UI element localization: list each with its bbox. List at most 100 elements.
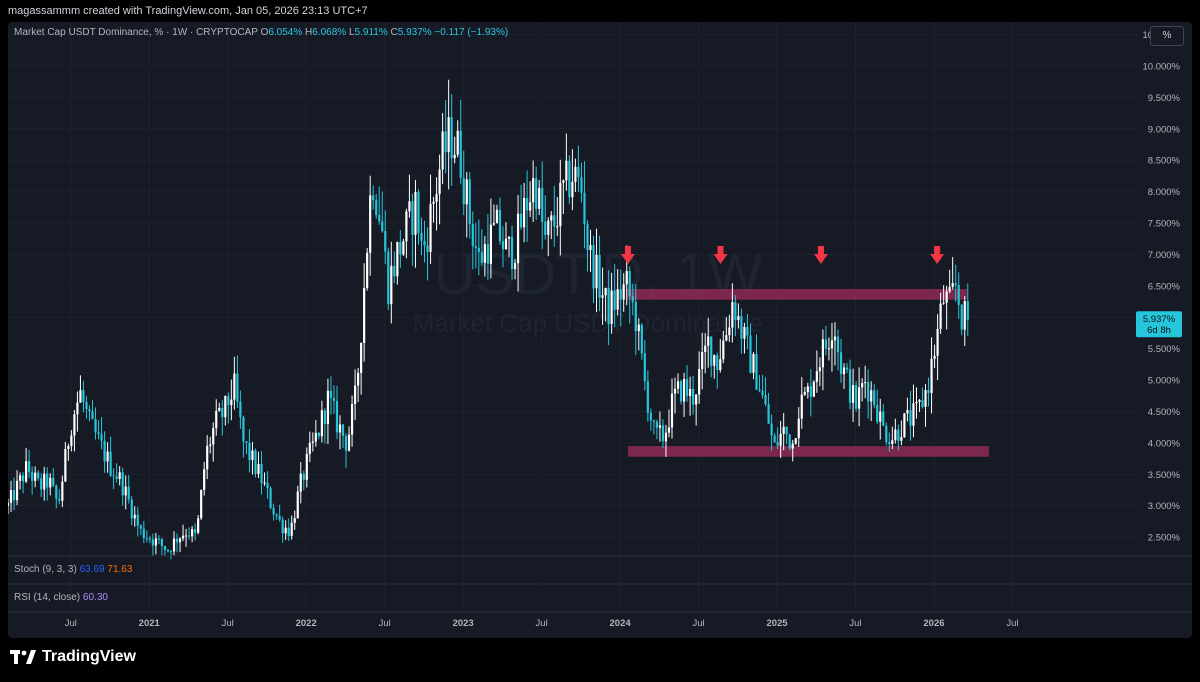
time-tick-label: Jul <box>1006 618 1018 629</box>
candle-body <box>695 394 698 405</box>
down-arrow-marker <box>813 246 828 264</box>
candle-body <box>221 407 224 418</box>
candle-body <box>625 271 628 285</box>
candle-body <box>260 464 263 483</box>
chart-legend: Market Cap USDT Dominance, % · 1W · CRYP… <box>14 27 508 38</box>
candle-body <box>749 335 752 373</box>
candle-body <box>809 386 812 397</box>
candle-body <box>827 348 831 350</box>
price-chart[interactable]: USDT.D, 1W Market Cap USDT Dominance 10.… <box>8 22 1192 638</box>
candle-body <box>713 355 716 366</box>
candle-body <box>317 432 320 437</box>
candle-body <box>34 472 37 481</box>
candle-body <box>148 538 151 540</box>
legend-high-label: H <box>305 27 313 38</box>
candle-body <box>109 451 112 476</box>
candle-body <box>181 535 185 539</box>
candle-body <box>233 373 236 400</box>
candle-body <box>501 241 505 250</box>
candle-body <box>725 335 728 341</box>
candle-body <box>918 400 921 402</box>
tradingview-logo[interactable]: TradingView <box>10 648 136 666</box>
candle-body <box>779 433 782 446</box>
candle-body <box>538 187 541 209</box>
candle-body <box>390 265 393 305</box>
candle-body <box>402 241 405 255</box>
percent-scale-button[interactable]: % <box>1150 26 1184 46</box>
candle-body <box>782 426 785 434</box>
candle-body <box>209 444 212 446</box>
time-tick-label: Jul <box>65 618 77 629</box>
candle-body <box>254 450 257 474</box>
candle-body <box>408 201 411 212</box>
candle-body <box>251 450 254 461</box>
candle-body <box>676 381 680 389</box>
candle-body <box>335 400 339 433</box>
candle-body <box>61 481 64 501</box>
chart-pane[interactable]: USDT.D, 1W Market Cap USDT Dominance 10.… <box>8 22 1192 638</box>
candle-body <box>160 539 164 546</box>
down-arrow-marker <box>620 246 635 264</box>
candle-body <box>248 442 251 461</box>
stoch-d-value: 71.63 <box>107 564 133 575</box>
candle-body <box>393 265 396 277</box>
last-price-badge: 5.937% 6d 8h <box>1136 311 1182 338</box>
candle-body <box>305 454 308 480</box>
candle-body <box>82 390 85 402</box>
candle-body <box>966 301 969 320</box>
attribution-bar: magassammm created with TradingView.com,… <box>0 0 1200 22</box>
candle-body <box>157 538 161 540</box>
time-axis[interactable]: Jul 2021 Jul 2022 Jul 2023 Jul 2024 Jul 2025 Jul 20… <box>65 618 1019 629</box>
candle-body <box>299 473 302 492</box>
candle-body <box>269 488 272 509</box>
candle-body <box>574 166 577 182</box>
candle-body <box>175 538 179 543</box>
candle-body <box>191 529 194 537</box>
candle-body <box>698 369 701 395</box>
candle-body <box>423 241 426 246</box>
candle-body <box>845 367 849 370</box>
candle-body <box>378 215 381 222</box>
candle-body <box>100 434 103 441</box>
candle-body <box>830 340 834 349</box>
candle-body <box>951 283 954 287</box>
candle-body <box>76 402 79 415</box>
candle-body <box>839 352 843 375</box>
candle-body <box>459 130 462 178</box>
candle-body <box>927 390 930 393</box>
candle-body <box>366 252 369 288</box>
candle-body <box>541 187 544 222</box>
candle-body <box>381 221 384 232</box>
candle-body <box>296 491 299 519</box>
candle-body <box>903 413 906 438</box>
time-tick-label: 2024 <box>610 618 632 629</box>
candle-body <box>963 301 966 330</box>
candle-body <box>462 177 465 205</box>
logo-text: TradingView <box>42 648 136 665</box>
candle-body <box>350 404 354 435</box>
candle-body <box>194 529 197 533</box>
candle-body <box>891 440 894 445</box>
candle-body <box>755 353 758 390</box>
candle-body <box>643 353 646 382</box>
candle-body <box>293 518 296 523</box>
legend-close-label: C <box>390 27 398 38</box>
candle-body <box>52 477 55 486</box>
candle-body <box>79 390 82 403</box>
candle-body <box>864 382 867 384</box>
watermark-name: Market Cap USDT Dominance <box>413 308 764 338</box>
candle-body <box>622 284 625 300</box>
candle-body <box>701 352 704 370</box>
candle-body <box>640 324 643 354</box>
candle-body <box>894 429 897 441</box>
legend-open-label: O <box>260 27 269 38</box>
candle-body <box>64 448 67 482</box>
candle-body <box>565 160 568 181</box>
price-tick-label: 6.500% <box>1148 281 1181 292</box>
price-axis[interactable]: 10.500%10.000%9.500%9.000%8.500%8.000%7.… <box>1142 30 1180 544</box>
candle-body <box>589 245 592 251</box>
candle-body <box>909 410 912 426</box>
candle-body <box>692 389 695 405</box>
candle-body <box>18 475 22 481</box>
candle-body <box>685 379 689 397</box>
